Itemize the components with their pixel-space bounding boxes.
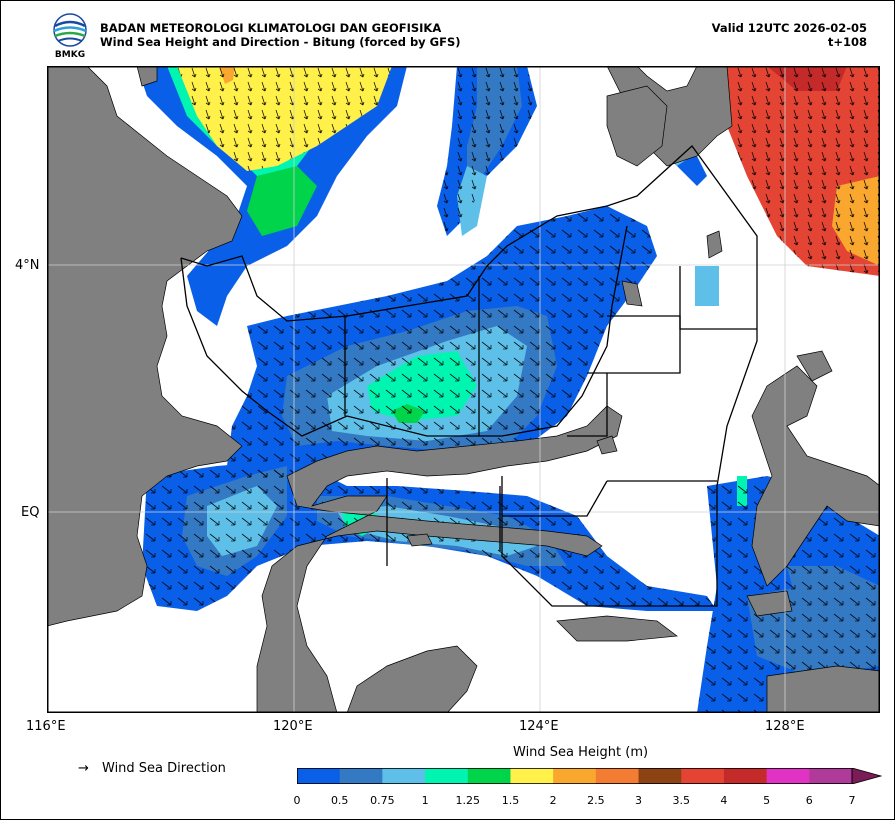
obi-island: [746, 590, 793, 617]
sulawesi-land: [256, 405, 623, 713]
colorbar-segment: [723, 768, 768, 784]
colorbar-segment: [425, 768, 469, 784]
colorbar-tick-label: 0: [293, 794, 301, 807]
product-name: Wind Sea Height and Direction - Bitung (…: [100, 35, 461, 49]
land-masses: [47, 66, 880, 713]
sangihe-island: [706, 230, 723, 259]
colorbar-tick-label: 7: [848, 794, 856, 807]
borneo-land: [47, 66, 243, 627]
sulawesi-south-land: [346, 645, 478, 713]
colorbar-tick-label: 1.5: [501, 794, 520, 807]
morotai-land: [796, 350, 833, 382]
colorbar-tick-label: 2.5: [587, 794, 605, 807]
colorbar-tick-label: 4: [720, 794, 728, 807]
colorbar-segment: [595, 768, 640, 784]
colorbar-segment: [467, 768, 511, 784]
colorbar: [297, 768, 882, 784]
wind-sea-direction-arrows: [142, 66, 880, 713]
talaud-island: [621, 280, 643, 307]
mindanao-south-land: [606, 85, 668, 167]
north-sulawesi-islands: [596, 435, 618, 455]
halmahera-land: [751, 365, 880, 587]
colorbar-tick-label: 6: [805, 794, 813, 807]
seram-land: [766, 665, 880, 713]
colorbar-segment: [553, 768, 597, 784]
togian-islands: [406, 533, 433, 547]
colorbar-segment: [809, 768, 853, 784]
forecast-area-boundaries: [180, 145, 758, 607]
colorbar-segment: [297, 768, 341, 784]
colorbar-tick-label: 5: [763, 794, 771, 807]
x-tick-116: 116°E: [26, 719, 66, 734]
colorbar-segment: [382, 768, 426, 784]
x-tick-128: 128°E: [765, 719, 805, 734]
colorbar-segment: [339, 768, 383, 784]
palawan-land: [136, 66, 158, 87]
logo-text: BMKG: [55, 50, 85, 59]
colorbar-segment: [681, 768, 725, 784]
direction-arrow-icon: →: [78, 761, 89, 776]
title-block: BADAN METEOROLOGI KLIMATOLOGI DAN GEOFIS…: [100, 21, 461, 49]
valid-block: Valid 12UTC 2026-02-05 t+108: [712, 21, 867, 49]
colorbar-title: Wind Sea Height (m): [513, 745, 649, 760]
colorbar-tick-label: 2: [549, 794, 557, 807]
colorbar-tick-label: 1: [421, 794, 429, 807]
colorbar-segment: [766, 768, 810, 784]
sula-islands: [556, 615, 678, 642]
agency-name: BADAN METEOROLOGI KLIMATOLOGI DAN GEOFIS…: [100, 21, 442, 35]
colorbar-tick-label: 1.25: [455, 794, 481, 807]
colorbar-segment: [510, 768, 554, 784]
map-panel[interactable]: [47, 66, 880, 713]
colorbar-segment: [638, 768, 682, 784]
colorbar-tick-label: 0.75: [370, 794, 395, 807]
x-tick-120: 120°E: [273, 719, 313, 734]
lead-time: t+108: [827, 35, 867, 49]
colorbar-tick-label: 3: [635, 794, 643, 807]
y-tick-eq: EQ: [21, 505, 40, 520]
colorbar-extend-arrow: [851, 768, 882, 784]
gridlines: [47, 66, 880, 713]
map-border: [47, 66, 880, 713]
valid-time: Valid 12UTC 2026-02-05: [711, 21, 867, 35]
colorbar-tick-label: 0.5: [330, 794, 349, 807]
bmkg-logo-icon: BMKG: [53, 13, 87, 59]
x-tick-124: 124°E: [519, 719, 559, 734]
colorbar-tick-label: 3.5: [672, 794, 690, 807]
y-tick-4n: 4°N: [15, 258, 40, 273]
direction-legend-label: Wind Sea Direction: [102, 761, 226, 776]
